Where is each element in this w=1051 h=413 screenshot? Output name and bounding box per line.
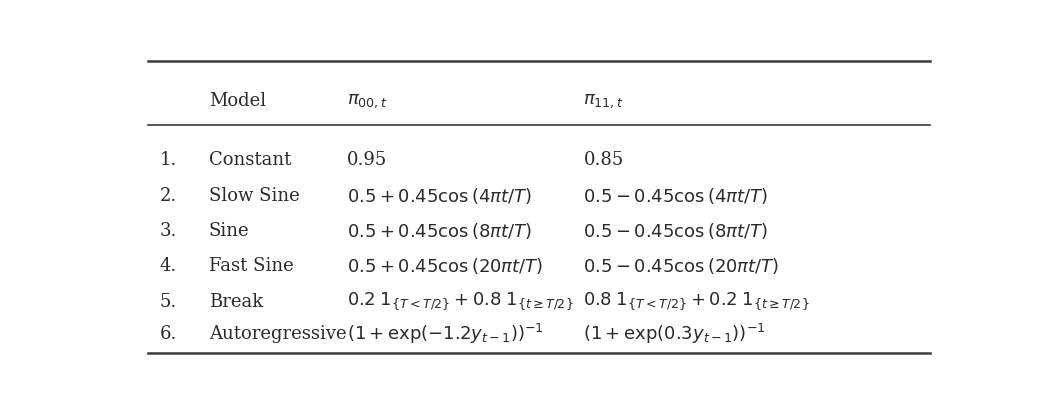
Text: Break: Break — [209, 292, 263, 310]
Text: $0.5 + 0.45\cos\left(4\pi t/T\right)$: $0.5 + 0.45\cos\left(4\pi t/T\right)$ — [347, 186, 532, 206]
Text: 6.: 6. — [160, 324, 178, 342]
Text: Sine: Sine — [209, 222, 249, 240]
Text: 4.: 4. — [160, 257, 178, 275]
Text: Model: Model — [209, 91, 266, 109]
Text: $0.5 - 0.45\cos\left(4\pi t/T\right)$: $0.5 - 0.45\cos\left(4\pi t/T\right)$ — [583, 186, 768, 206]
Text: $\left(1 + \exp(0.3y_{t-1})\right)^{-1}$: $\left(1 + \exp(0.3y_{t-1})\right)^{-1}$ — [583, 321, 766, 345]
Text: 0.95: 0.95 — [347, 150, 388, 168]
Text: 3.: 3. — [160, 222, 178, 240]
Text: $\pi_{00,t}$: $\pi_{00,t}$ — [347, 91, 388, 109]
Text: $0.5 + 0.45\cos\left(20\pi t/T\right)$: $0.5 + 0.45\cos\left(20\pi t/T\right)$ — [347, 256, 543, 276]
Text: $0.8\; 1_{\{T<T/2\}} + 0.2\; 1_{\{t\geq T/2\}}$: $0.8\; 1_{\{T<T/2\}} + 0.2\; 1_{\{t\geq … — [583, 290, 810, 312]
Text: Slow Sine: Slow Sine — [209, 187, 300, 205]
Text: Autoregressive: Autoregressive — [209, 324, 347, 342]
Text: $\left(1 + \exp(-1.2y_{t-1})\right)^{-1}$: $\left(1 + \exp(-1.2y_{t-1})\right)^{-1}… — [347, 321, 544, 345]
Text: $0.5 + 0.45\cos\left(8\pi t/T\right)$: $0.5 + 0.45\cos\left(8\pi t/T\right)$ — [347, 221, 532, 241]
Text: $\pi_{11,t}$: $\pi_{11,t}$ — [583, 91, 624, 109]
Text: 1.: 1. — [160, 150, 178, 168]
Text: Fast Sine: Fast Sine — [209, 257, 293, 275]
Text: $0.2\; 1_{\{T<T/2\}} + 0.8\; 1_{\{t\geq T/2\}}$: $0.2\; 1_{\{T<T/2\}} + 0.8\; 1_{\{t\geq … — [347, 290, 574, 312]
Text: $0.5 - 0.45\cos\left(20\pi t/T\right)$: $0.5 - 0.45\cos\left(20\pi t/T\right)$ — [583, 256, 780, 276]
Text: $0.5 - 0.45\cos\left(8\pi t/T\right)$: $0.5 - 0.45\cos\left(8\pi t/T\right)$ — [583, 221, 768, 241]
Text: 0.85: 0.85 — [583, 150, 623, 168]
Text: Constant: Constant — [209, 150, 291, 168]
Text: 5.: 5. — [160, 292, 178, 310]
Text: 2.: 2. — [160, 187, 178, 205]
